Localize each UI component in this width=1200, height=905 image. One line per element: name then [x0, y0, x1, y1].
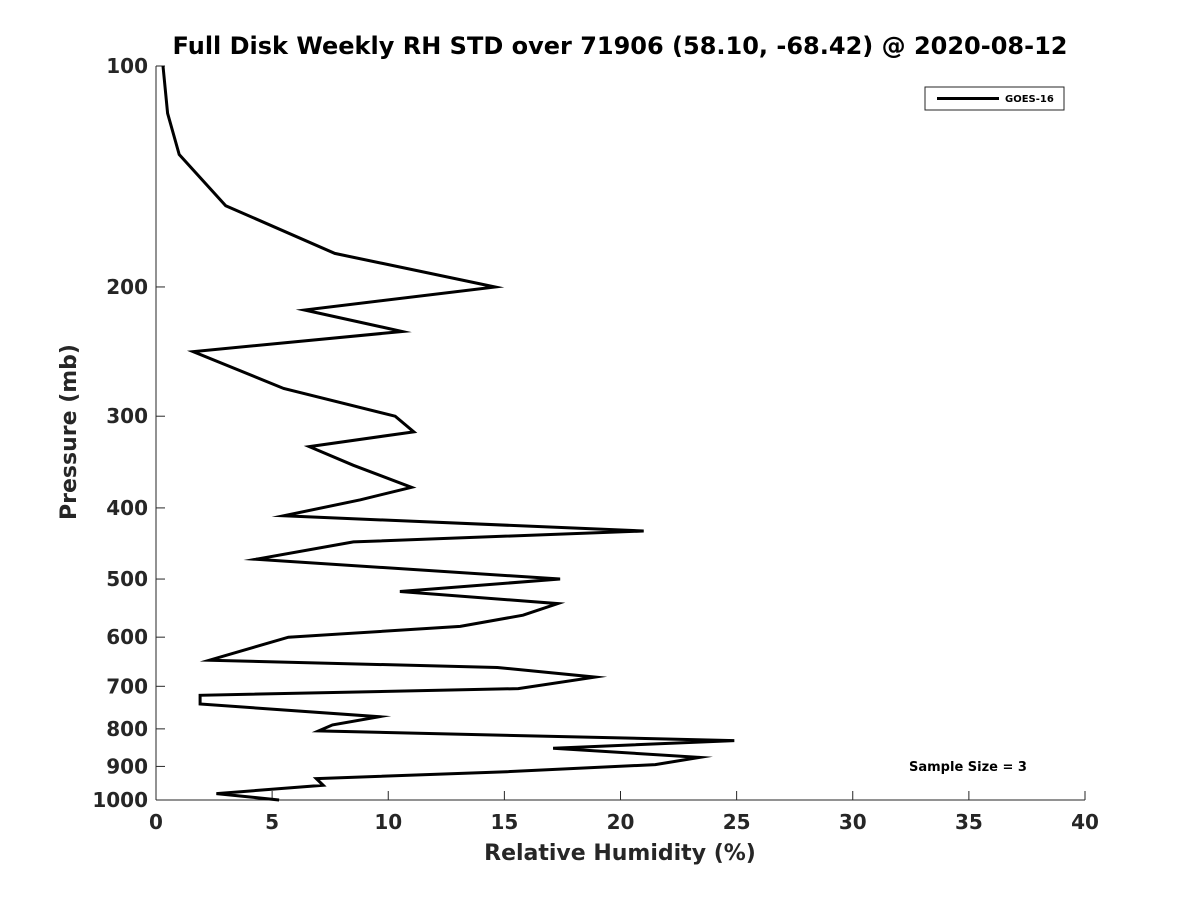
y-tick-label: 1000 [92, 788, 148, 812]
x-tick-label: 25 [723, 810, 751, 834]
x-tick-label: 30 [839, 810, 867, 834]
x-tick-label: 15 [490, 810, 518, 834]
sample-size-annotation: Sample Size = 3 [909, 760, 1027, 775]
x-axis-label: Relative Humidity (%) [484, 841, 756, 866]
x-axis-ticks: 0 5 10 15 20 25 30 35 40 [149, 791, 1099, 834]
x-tick-label: 40 [1071, 810, 1099, 834]
y-tick-label: 600 [106, 625, 148, 649]
legend-label-goes-16: GOES-16 [1005, 94, 1054, 105]
series-group [161, 65, 735, 802]
x-tick-label: 35 [955, 810, 983, 834]
y-axis-label: Pressure (mb) [57, 344, 82, 520]
x-tick-label: 20 [607, 810, 635, 834]
y-tick-label: 100 [106, 54, 148, 78]
y-axis-ticks: 100 200 300 400 500 600 700 800 900 1000 [92, 54, 165, 812]
series-line-goes-16 [161, 65, 735, 802]
x-tick-label: 5 [265, 810, 279, 834]
y-tick-label: 700 [106, 674, 148, 698]
axes-group [155, 66, 1085, 801]
y-tick-label: 900 [106, 754, 148, 778]
x-tick-label: 10 [374, 810, 402, 834]
chart-title: Full Disk Weekly RH STD over 71906 (58.1… [173, 32, 1068, 60]
y-tick-label: 800 [106, 717, 148, 741]
y-tick-label: 300 [106, 404, 148, 428]
legend: GOES-16 [924, 86, 1065, 111]
y-tick-label: 400 [106, 496, 148, 520]
x-tick-label: 0 [149, 810, 163, 834]
y-tick-label: 500 [106, 567, 148, 591]
y-tick-label: 200 [106, 275, 148, 299]
